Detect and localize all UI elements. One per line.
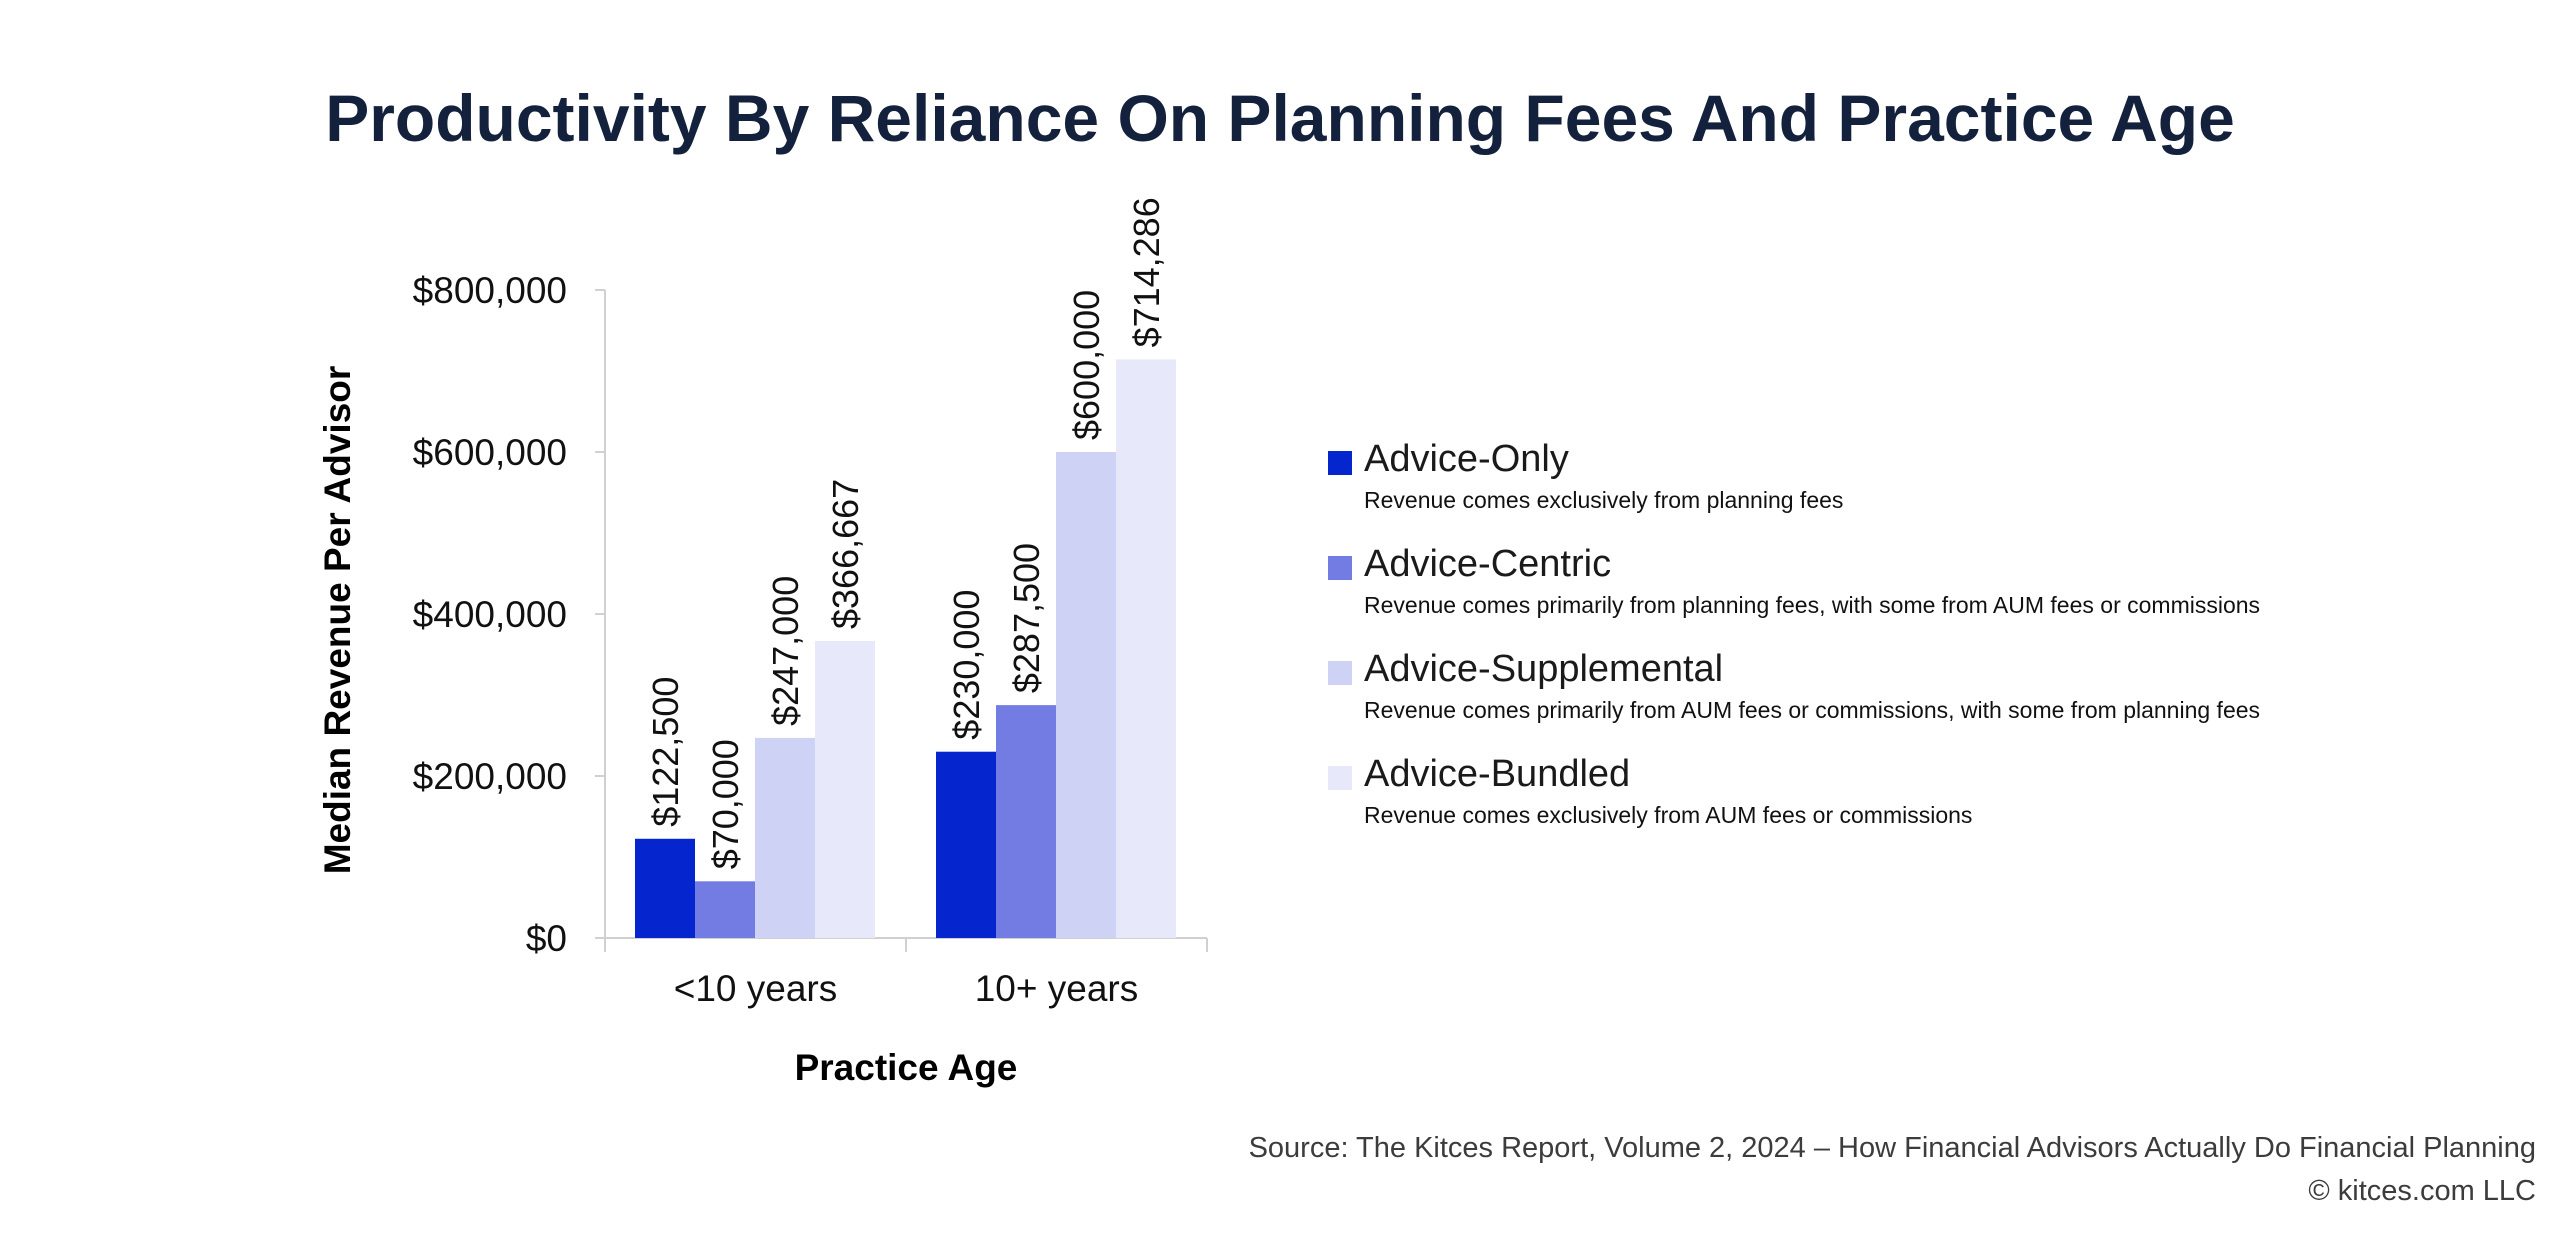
legend-series-name: Advice-Supplemental: [1364, 648, 1724, 690]
legend-series-name: Advice-Bundled: [1364, 753, 1631, 795]
y-tick-label: $800,000: [413, 270, 567, 311]
x-axis-title: Practice Age: [795, 1047, 1018, 1088]
data-label: $230,000: [946, 590, 987, 740]
legend-swatch: [1328, 556, 1352, 580]
data-label: $70,000: [705, 739, 746, 869]
y-tick-label: $0: [526, 918, 567, 959]
legend-swatch: [1328, 766, 1352, 790]
legend-item: Advice-Only Revenue comes exclusively fro…: [1328, 435, 2478, 540]
bar-advice-only: [635, 838, 695, 938]
chart-legend: Advice-Only Revenue comes exclusively fro…: [1328, 435, 2478, 855]
legend-series-description: Revenue comes primarily from planning fe…: [1364, 592, 2261, 618]
y-tick-label: $400,000: [413, 594, 567, 635]
x-category-label: <10 years: [674, 968, 838, 1009]
chart-title: Productivity By Reliance On Planning Fee…: [325, 81, 2235, 155]
y-tick-label: $200,000: [413, 756, 567, 797]
y-tick-label: $600,000: [413, 432, 567, 473]
copyright-note: © kitces.com LLC: [2308, 1175, 2536, 1207]
legend-item: Advice-Bundled Revenue comes exclusively …: [1328, 750, 2478, 855]
y-axis-title: Median Revenue Per Advisor: [317, 366, 358, 875]
legend-series-description: Revenue comes exclusively from AUM fees …: [1364, 802, 1973, 828]
data-label: $247,000: [765, 576, 806, 726]
x-category-label: 10+ years: [975, 968, 1139, 1009]
data-label: $122,500: [645, 677, 686, 827]
legend-series-description: Revenue comes exclusively from planning …: [1364, 487, 1844, 513]
legend-series-name: Advice-Only: [1364, 438, 1569, 480]
legend-swatch: [1328, 451, 1352, 475]
bar-advice-bundled: [1116, 359, 1176, 938]
legend-series-name: Advice-Centric: [1364, 543, 1612, 585]
bar-advice-supplemental: [1056, 452, 1116, 938]
bar-advice-centric: [695, 881, 755, 938]
legend-item: Advice-Centric Revenue comes primarily fr…: [1328, 540, 2478, 645]
data-label: $287,500: [1006, 543, 1047, 693]
source-note: Source: The Kitces Report, Volume 2, 202…: [1248, 1132, 2536, 1164]
data-label: $366,667: [825, 479, 866, 629]
bar-advice-only: [936, 751, 996, 938]
legend-swatch: [1328, 661, 1352, 685]
bar-advice-centric: [996, 705, 1056, 938]
bar-advice-bundled: [815, 640, 875, 938]
legend-series-description: Revenue comes primarily from AUM fees or…: [1364, 697, 2261, 723]
bar-advice-supplemental: [755, 737, 815, 938]
legend-item: Advice-Supplemental Revenue comes primari…: [1328, 645, 2478, 750]
data-label: $600,000: [1066, 290, 1107, 440]
data-label: $714,286: [1126, 197, 1167, 347]
